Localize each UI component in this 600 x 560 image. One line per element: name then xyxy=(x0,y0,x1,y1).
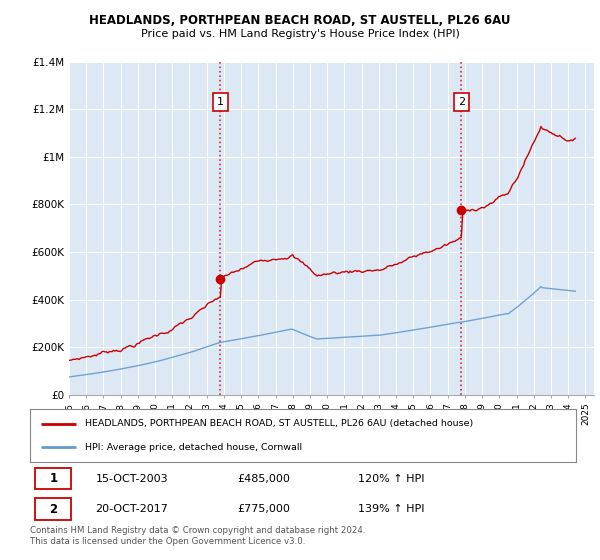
Text: 1: 1 xyxy=(217,97,224,107)
Text: Price paid vs. HM Land Registry's House Price Index (HPI): Price paid vs. HM Land Registry's House … xyxy=(140,29,460,39)
Text: 20-OCT-2017: 20-OCT-2017 xyxy=(95,505,169,515)
Text: £485,000: £485,000 xyxy=(238,474,290,484)
Text: 139% ↑ HPI: 139% ↑ HPI xyxy=(358,505,424,515)
Text: 15-OCT-2003: 15-OCT-2003 xyxy=(95,474,168,484)
Text: HEADLANDS, PORTHPEAN BEACH ROAD, ST AUSTELL, PL26 6AU (detached house): HEADLANDS, PORTHPEAN BEACH ROAD, ST AUST… xyxy=(85,419,473,428)
Text: 1: 1 xyxy=(49,473,58,486)
Text: Contains HM Land Registry data © Crown copyright and database right 2024.
This d: Contains HM Land Registry data © Crown c… xyxy=(30,526,365,546)
Text: 120% ↑ HPI: 120% ↑ HPI xyxy=(358,474,424,484)
Text: HPI: Average price, detached house, Cornwall: HPI: Average price, detached house, Corn… xyxy=(85,442,302,451)
FancyBboxPatch shape xyxy=(35,498,71,520)
Text: HEADLANDS, PORTHPEAN BEACH ROAD, ST AUSTELL, PL26 6AU: HEADLANDS, PORTHPEAN BEACH ROAD, ST AUST… xyxy=(89,14,511,27)
FancyBboxPatch shape xyxy=(35,468,71,489)
Text: £775,000: £775,000 xyxy=(238,505,290,515)
Text: 2: 2 xyxy=(49,503,58,516)
Text: 2: 2 xyxy=(458,97,465,107)
